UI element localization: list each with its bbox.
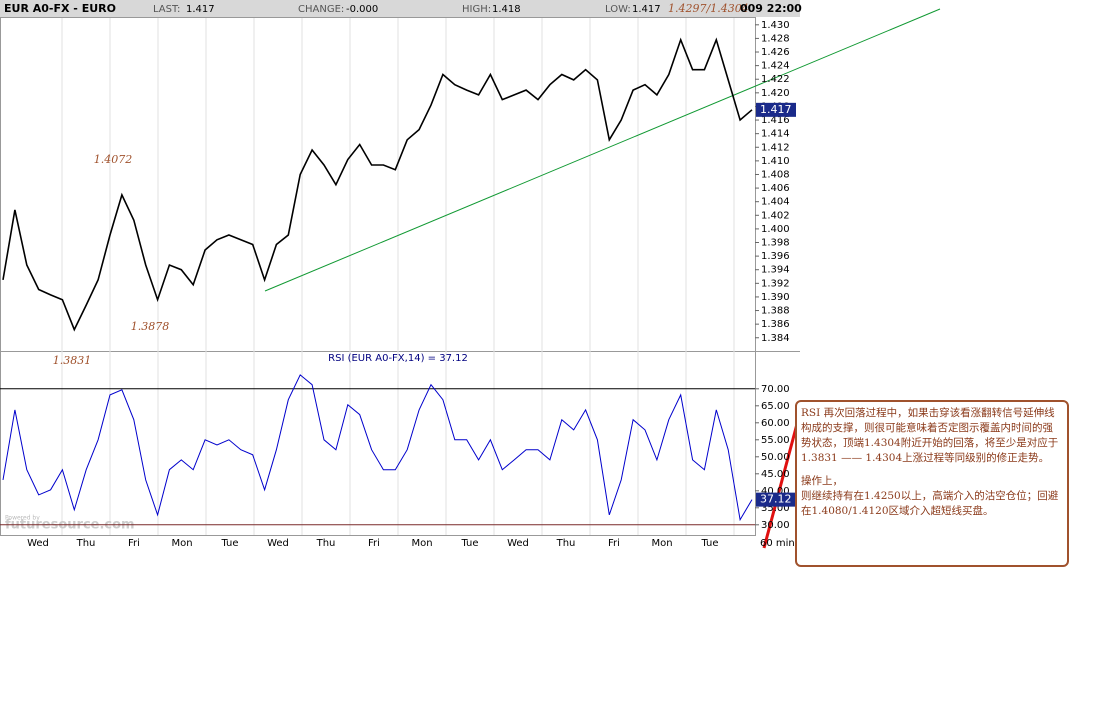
price-annotation: 1.4072: [94, 153, 133, 166]
note-text: RSI 再次回落过程中，如果击穿该看涨翻转信号延伸线构成的支撑，则很可能意味着否…: [801, 407, 1059, 464]
note-box: RSI 再次回落过程中，如果击穿该看涨翻转信号延伸线构成的支撑，则很可能意味着否…: [795, 400, 1069, 567]
x-tick-label: Tue: [220, 538, 238, 549]
y-tick-label: 1.424: [761, 61, 790, 72]
y-tick-label: 1.426: [761, 47, 790, 58]
y-tick-label: 1.388: [761, 306, 790, 317]
y-tick-label: 1.416: [761, 115, 790, 126]
y-tick-label: 65.00: [761, 401, 790, 412]
pointer-line: [762, 423, 799, 549]
range: 1.4297/1.4304: [668, 2, 749, 15]
x-tick-label: Thu: [76, 538, 96, 549]
change-label: CHANGE:: [298, 4, 344, 15]
y-tick-label: 70.00: [761, 384, 790, 395]
y-tick-label: 1.390: [761, 292, 790, 303]
rsi-line: [2, 374, 753, 522]
price-line: [2, 37, 753, 332]
plot-frame: [0, 17, 756, 536]
high-label: HIGH:: [462, 4, 491, 15]
y-tick-label: 1.422: [761, 74, 790, 85]
x-unit: 60 min: [760, 538, 795, 549]
y-tick-label: 1.400: [761, 224, 790, 235]
y-tick-label: 1.414: [761, 129, 790, 140]
low: 1.417: [632, 4, 661, 15]
price-annotation: 1.3831: [53, 354, 92, 367]
header-bar: [0, 0, 800, 17]
y-tick-label: 30.00: [761, 520, 790, 531]
last-tag-box: [756, 492, 796, 507]
last-tag-box: [756, 102, 796, 117]
y-tick-label: 1.410: [761, 156, 790, 167]
x-tick-label: Fri: [608, 538, 620, 549]
x-tick-label: Fri: [128, 538, 140, 549]
y-tick-label: 1.406: [761, 183, 790, 194]
y-tick-label: 1.398: [761, 238, 790, 249]
rsi-title: RSI (EUR A0-FX,14) = 37.12: [328, 353, 468, 364]
y-tick-label: 55.00: [761, 435, 790, 446]
x-tick-label: Mon: [171, 538, 192, 549]
x-tick-label: Thu: [556, 538, 576, 549]
high: 1.418: [492, 4, 521, 15]
x-tick-label: Mon: [651, 538, 672, 549]
last-tag: 37.12: [760, 493, 792, 506]
y-tick-label: 1.402: [761, 210, 790, 221]
y-tick-label: 50.00: [761, 452, 790, 463]
y-tick-label: 1.404: [761, 197, 790, 208]
y-tick-label: 35.00: [761, 503, 790, 514]
y-tick-label: 1.408: [761, 169, 790, 180]
grid: [61, 18, 735, 535]
trend-line: [264, 8, 941, 292]
x-tick-label: Fri: [368, 538, 380, 549]
last-label: LAST:: [153, 4, 180, 15]
symbol: EUR A0-FX - EURO: [4, 2, 116, 15]
x-tick-label: Wed: [507, 538, 529, 549]
x-tick-label: Wed: [267, 538, 289, 549]
low-label: LOW:: [605, 4, 631, 15]
x-tick-label: Tue: [460, 538, 478, 549]
watermark-powered: Powered by: [5, 515, 40, 522]
y-tick-label: 1.386: [761, 319, 790, 330]
note-text: 操作上，: [801, 475, 843, 487]
y-tick-label: 40.00: [761, 486, 790, 497]
change: -0.000: [346, 4, 378, 15]
x-tick-label: Mon: [411, 538, 432, 549]
y-tick-label: 1.396: [761, 251, 790, 262]
x-tick-label: Wed: [27, 538, 49, 549]
y-tick-label: 1.392: [761, 278, 790, 289]
y-tick-label: 45.00: [761, 469, 790, 480]
y-tick-label: 1.412: [761, 142, 790, 153]
y-tick-label: 1.428: [761, 33, 790, 44]
last-tag: 1.417: [760, 103, 792, 116]
x-tick-label: Tue: [700, 538, 718, 549]
x-tick-label: Thu: [316, 538, 336, 549]
time: 009 22:00: [740, 2, 802, 15]
y-tick-label: 60.00: [761, 418, 790, 429]
price-annotation: 1.3878: [131, 320, 170, 333]
y-tick-label: 1.384: [761, 333, 790, 344]
last: 1.417: [186, 4, 215, 15]
y-tick-label: 1.430: [761, 20, 790, 31]
y-tick-label: 1.420: [761, 88, 790, 99]
note-text: 则继续持有在1.4250以上，高端介入的沽空仓位；回避在1.4080/1.412…: [801, 490, 1059, 517]
y-tick-label: 1.394: [761, 265, 790, 276]
